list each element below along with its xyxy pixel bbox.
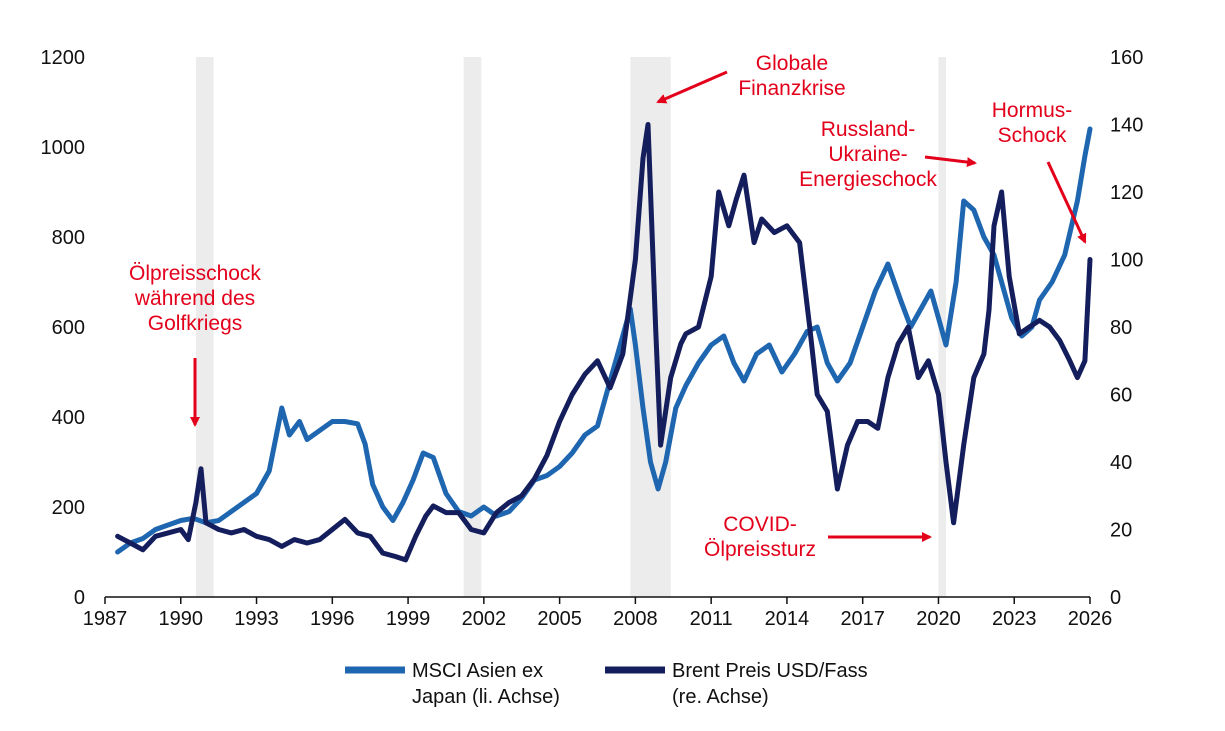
legend-label-brent-line2: (re. Achse) [672,686,769,708]
y-right-tick-label-140: 140 [1110,115,1143,137]
y-right-tick-label-60: 60 [1110,385,1132,407]
annotation-line-0-2: Golfkriegs [148,312,243,335]
y-right-tick-label-0: 0 [1110,587,1121,609]
x-tick-label-1990: 1990 [159,608,204,630]
recession-band-0 [195,57,214,597]
legend-label-msci-line2: Japan (li. Achse) [412,686,560,708]
annotation-arrow-2 [924,155,977,168]
y-left-tick-label-1000: 1000 [41,137,86,159]
y-left-tick-label-200: 200 [52,497,85,519]
y-left-tick-label-1200: 1200 [41,47,86,69]
annotation-label-2: Russland-Ukraine-Energieschock [799,118,937,191]
x-tick-label-2017: 2017 [840,608,885,630]
recession-band-1 [463,57,482,597]
annotation-label-1: Globale Finanzkrise [738,52,845,100]
annotation-line-0-0: Ölpreisschock [129,262,261,285]
x-tick-label-1999: 1999 [386,608,431,630]
annotation-line-0-1: während des [134,287,255,310]
y-right-tick-label-20: 20 [1110,520,1132,542]
x-tick-label-2026: 2026 [1068,608,1113,630]
annotation-line-2-1: Ukraine- [828,143,907,166]
legend-label-msci-line1: MSCI Asien ex [412,660,543,682]
y-left-tick-label-0: 0 [74,587,85,609]
annotation-line-4-0: COVID- [723,513,797,536]
y-right-tick-label-100: 100 [1110,250,1143,272]
x-tick-label-2005: 2005 [537,608,582,630]
y-right-tick-label-80: 80 [1110,317,1132,339]
annotation-line-2-0: Russland- [821,118,916,141]
annotation-line-2-2: Energieschock [799,168,937,191]
y-left-tick-label-800: 800 [52,227,85,249]
annotations: Ölpreisschock während des Golfkriegs Global… [129,52,1087,561]
annotation-line-1-1: Finanzkrise [738,77,845,100]
annotation-label-3: Hormus-Schock [992,99,1073,147]
annotation-line-3-1: Schock [998,124,1067,147]
y-right-tick-label-120: 120 [1110,182,1143,204]
series-line-msci [115,126,1093,555]
series-line-brent [115,122,1093,563]
annotation-line-4-1: Ölpreissturz [704,538,816,561]
x-tick-label-1996: 1996 [310,608,355,630]
x-tick-label-2014: 2014 [765,608,810,630]
x-tick-label-1993: 1993 [234,608,279,630]
y-right-tick-label-160: 160 [1110,47,1143,69]
annotation-line-1-0: Globale [756,52,828,75]
annotation-line-3-0: Hormus- [992,99,1073,122]
series-lines [115,122,1093,563]
y-left-tick-label-600: 600 [52,317,85,339]
annotation-arrow-3 [1046,161,1087,244]
legend: MSCI Asien ex Japan (li. Achse) Brent Pr… [345,660,868,708]
axes: 1987 1990 1993 1996 1999 2002 2005 2008 2011 2014… [41,47,1144,630]
x-tick-label-1987: 1987 [83,608,128,630]
x-tick-label-2011: 2011 [690,608,733,630]
annotation-arrow-1 [656,70,728,104]
x-tick-label-2002: 2002 [462,608,507,630]
annotation-label-0: Ölpreisschock während des Golfkriegs [129,262,261,335]
y-left-tick-label-400: 400 [52,407,85,429]
x-tick-label-2023: 2023 [992,608,1037,630]
legend-label-brent-line1: Brent Preis USD/Fass [672,660,868,682]
y-right-tick-label-40: 40 [1110,452,1132,474]
annotation-label-4: COVID-Ölpreissturz [704,513,816,561]
x-tick-label-2020: 2020 [916,608,961,630]
x-tick-label-2008: 2008 [613,608,658,630]
